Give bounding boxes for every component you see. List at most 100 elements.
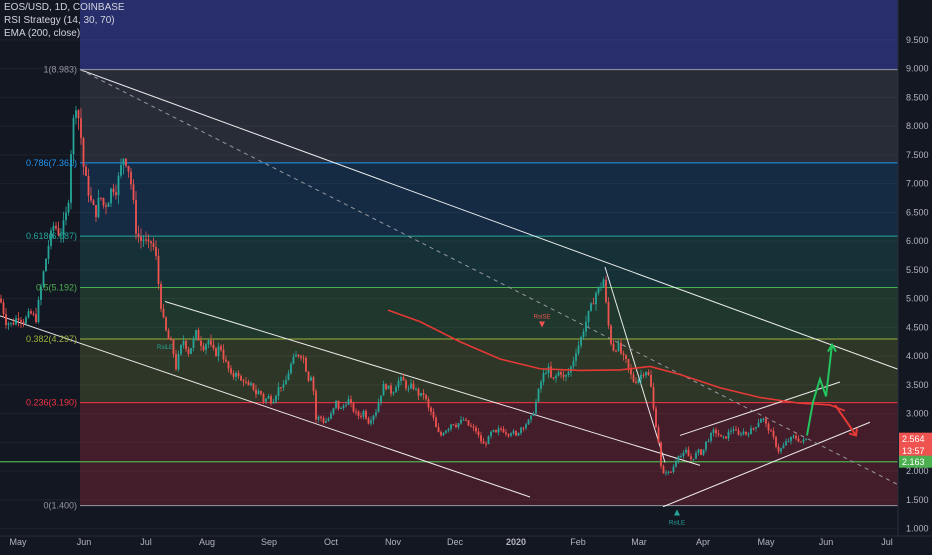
candle-body (425, 394, 427, 400)
candle-body (492, 429, 495, 432)
candle-body (767, 423, 770, 431)
trendline (0, 315, 531, 498)
candle-body (315, 391, 317, 420)
price-tick-label: 8.500 (906, 92, 929, 102)
candle-body (527, 419, 530, 425)
candle-body (85, 166, 87, 176)
candle-body (135, 199, 137, 234)
candle-body (417, 388, 420, 396)
candle-body (215, 348, 217, 357)
candle-body (170, 339, 172, 341)
candle-body (200, 340, 202, 346)
candle-body (15, 318, 17, 325)
candle-body (755, 427, 757, 429)
annotations: RsiSE RsiLE RsiLE (157, 314, 685, 526)
candle-body (107, 203, 110, 207)
candle-body (220, 346, 222, 350)
candle-body (345, 404, 347, 406)
candle-body (567, 372, 570, 376)
candle-body (232, 373, 235, 377)
price-tick-label: 1.000 (906, 524, 929, 534)
candle-body (772, 430, 775, 437)
price-tag-label: 2.564 (902, 434, 925, 444)
candle-body (10, 322, 12, 324)
candle-body (475, 427, 477, 432)
candle-body (222, 349, 225, 360)
candle-body (600, 286, 602, 288)
time-tick-label: Jun (77, 537, 92, 547)
candle-body (770, 430, 772, 432)
candle-body (502, 428, 505, 433)
candle-body (442, 433, 445, 436)
candle-body (205, 344, 207, 351)
candle-body (470, 425, 472, 427)
candle-body (735, 429, 737, 431)
candle-body (450, 424, 452, 429)
candle-body (540, 381, 542, 389)
ema-legend[interactable]: EMA (200, close) (4, 28, 81, 39)
candle-body (147, 239, 150, 242)
candle-body (702, 449, 705, 455)
candle-body (20, 319, 22, 322)
candle-body (532, 413, 535, 416)
candle-body (370, 420, 372, 424)
candle-body (752, 428, 755, 430)
candle-body (710, 432, 712, 441)
candle-body (640, 374, 642, 380)
candle-body (622, 353, 625, 355)
candle-body (447, 428, 450, 431)
trendline (662, 421, 871, 508)
time-axis[interactable]: May Jun Jul Aug Sep Oct Nov Dec 2020 Feb Mar Apr May… (0, 535, 932, 550)
candle-body (47, 245, 50, 259)
fib-band (80, 287, 898, 340)
candle-body (665, 472, 667, 474)
price-tick-label: 2.000 (906, 466, 929, 476)
candle-body (620, 342, 622, 354)
candle-body (525, 424, 527, 428)
signal-down-arrow (539, 321, 545, 328)
projection-arrows (806, 342, 858, 437)
candle-body (430, 407, 432, 412)
time-tick-label: Jun (819, 537, 834, 547)
price-tag-bg (899, 432, 932, 445)
candle-body (305, 358, 307, 372)
candle-body (500, 428, 502, 430)
candle-body (177, 354, 180, 370)
price-axis[interactable]: 1.0001.5002.0002.5003.0003.5004.0004.500… (897, 0, 932, 550)
fib-level-label: 0.786(7.361) (26, 158, 77, 168)
trendline (79, 69, 929, 381)
candle-body (212, 344, 215, 349)
candle-body (427, 399, 430, 408)
candle-body (150, 241, 152, 244)
time-tick-label: May (9, 537, 27, 547)
candle-body (87, 175, 90, 196)
candle-body (522, 427, 525, 429)
candle-body (287, 373, 290, 381)
candle-body (340, 408, 342, 410)
rsi-strategy-legend[interactable]: RSI Strategy (14, 30, 70) (4, 15, 115, 26)
candle-body (452, 424, 455, 426)
candle-body (565, 375, 567, 377)
trendline (604, 266, 666, 463)
symbol-legend[interactable]: EOS/USD, 1D, COINBASE (4, 2, 125, 13)
candle-body (560, 372, 562, 375)
fib-band (80, 236, 898, 288)
candle-body (0, 298, 2, 303)
candle-body (390, 385, 392, 394)
candle-body (795, 435, 797, 439)
candle-body (632, 374, 635, 382)
candle-body (50, 230, 52, 246)
candle-body (277, 387, 280, 396)
candle-body (605, 279, 607, 303)
candle-body (12, 322, 15, 325)
candle-body (217, 346, 220, 357)
candle-body (715, 429, 717, 434)
candle-body (350, 399, 352, 404)
candle-body (137, 233, 140, 237)
candle-body (152, 243, 155, 248)
candle-body (400, 377, 402, 381)
candle-body (42, 271, 45, 287)
